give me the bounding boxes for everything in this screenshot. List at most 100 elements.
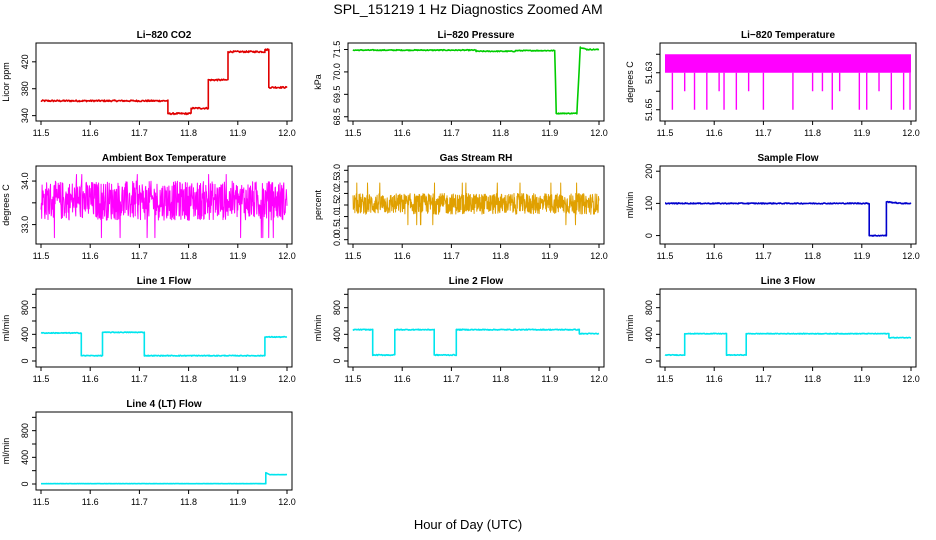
series-line [664,200,912,237]
y-tick-label: 800 [20,423,30,438]
x-tick-label: 11.5 [657,374,674,384]
x-tick-label: 11.7 [755,128,772,138]
x-tick-label: 11.9 [229,251,246,261]
plot-frame [35,42,293,122]
y-tick-label: 1.0 [332,210,342,223]
panel-7: Line 1 Flow ml/min 11.5 11.6 11.7 11.8 11.9 12.… [1,276,296,384]
plot-frame [35,411,293,491]
plot-frame [659,165,917,245]
y-tick-label: 400 [20,327,30,342]
panel-3: Li−820 Temperature degrees C 11.5 11.6 11.7 1… [625,30,920,138]
x-tick-label: 12.0 [902,374,920,384]
y-axis-label: ml/min [625,315,635,342]
x-tick-label: 11.8 [804,251,821,261]
y-tick-label: 1.5 [332,199,342,212]
x-tick-label: 11.6 [394,128,411,138]
y-axis-label: ml/min [1,315,11,342]
panel-8: Line 2 Flow ml/min 11.5 11.6 11.7 11.8 11.9 12.… [313,276,608,384]
y-axis-label: degrees C [625,61,635,103]
x-tick-label: 11.9 [541,128,558,138]
x-tick-label: 11.6 [706,374,723,384]
x-tick-label: 11.6 [394,251,411,261]
x-tick-label: 11.7 [443,128,460,138]
x-tick-label: 11.5 [657,251,674,261]
y-tick-label: 51.63 [644,61,654,84]
data-series [352,182,600,226]
x-tick-label: 11.9 [541,374,558,384]
y-tick-label: 380 [20,81,30,96]
series-line [40,331,288,357]
x-tick-label: 11.7 [755,251,772,261]
x-tick-label: 11.8 [180,128,197,138]
x-tick-label: 11.8 [492,374,509,384]
series-line [664,332,912,357]
x-tick-label: 11.5 [33,374,50,384]
x-tick-label: 11.9 [229,128,246,138]
panel-title: Gas Stream RH [440,153,513,164]
x-tick-label: 11.8 [492,251,509,261]
x-tick-label: 12.0 [278,374,296,384]
y-tick-label: 340 [20,108,30,123]
x-tick-label: 11.8 [804,128,821,138]
x-tick-label: 11.5 [345,251,362,261]
panel-title: Ambient Box Temperature [102,153,227,164]
x-tick-label: 11.7 [755,374,772,384]
x-tick-label: 11.5 [345,374,362,384]
y-tick-label: 2.5 [332,176,342,189]
x-tick-label: 11.8 [180,374,197,384]
y-tick-label: 400 [644,327,654,342]
y-tick-label: 0.5 [332,222,342,235]
panel-5: Gas Stream RH percent 11.5 11.6 11.7 11.8 11.9… [313,153,608,261]
panel-title: Line 2 Flow [449,276,504,287]
y-tick-label: 0 [644,358,654,363]
plot-frame [35,165,293,245]
y-tick-label: 420 [20,54,30,69]
x-tick-label: 11.5 [33,251,50,261]
y-tick-label: 0 [332,358,342,363]
series-line [40,48,288,116]
x-tick-label: 12.0 [590,251,608,261]
panel-title: Line 3 Flow [761,276,816,287]
x-tick-label: 11.7 [131,251,148,261]
x-tick-label: 11.9 [541,251,558,261]
y-axis-label: ml/min [313,315,323,342]
data-series [665,54,911,110]
x-tick-label: 11.6 [82,497,99,507]
plot-frame [347,42,605,122]
x-tick-label: 11.9 [229,374,246,384]
x-tick-label: 11.9 [853,374,870,384]
y-tick-label: 0 [20,358,30,363]
data-series [664,332,912,357]
x-tick-label: 11.5 [33,497,50,507]
y-tick-label: 800 [332,300,342,315]
x-tick-label: 11.8 [180,251,197,261]
panel-title: Li−820 Temperature [741,30,835,41]
plot-frame [347,288,605,368]
x-tick-label: 11.8 [180,497,197,507]
data-series [352,46,600,115]
panel-9: Line 3 Flow ml/min 11.5 11.6 11.7 11.8 11.9 12.… [625,276,920,384]
x-tick-label: 11.6 [82,128,99,138]
x-tick-label: 11.7 [131,497,148,507]
y-tick-label: 70.0 [332,63,342,81]
y-axis-label: ml/min [1,438,11,465]
x-tick-label: 11.5 [657,128,674,138]
x-tick-label: 12.0 [902,251,920,261]
y-tick-label: 71.5 [332,41,342,59]
y-tick-label: 68.5 [332,108,342,126]
y-tick-label: 400 [20,450,30,465]
y-tick-label: 0.0 [332,233,342,246]
x-tick-label: 12.0 [590,128,608,138]
y-axis-label: degrees C [1,184,11,226]
series-band [665,54,911,73]
x-tick-label: 11.6 [706,128,723,138]
series-line [40,471,288,485]
plot-frame [659,288,917,368]
x-tick-label: 11.7 [131,128,148,138]
panel-title: Sample Flow [757,153,818,164]
series-line [40,174,288,239]
series-line [352,328,600,357]
data-series [664,200,912,237]
y-axis-label: Licor ppm [1,62,11,102]
